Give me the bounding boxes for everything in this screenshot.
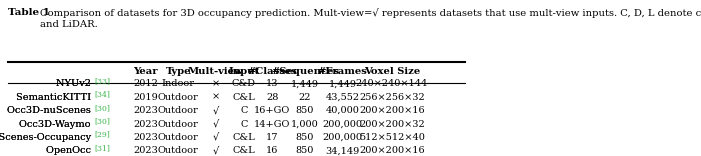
Text: [31]: [31] [95,144,110,152]
Text: Outdoor: Outdoor [158,119,198,129]
Text: SemanticKITTI: SemanticKITTI [15,93,94,102]
Text: 2023: 2023 [133,119,158,129]
Text: 850: 850 [296,133,314,142]
Text: Input: Input [229,67,259,76]
Text: #Classes: #Classes [247,67,297,76]
Text: [29]: [29] [95,131,110,139]
Text: SemanticKITTI: SemanticKITTI [15,93,94,102]
Text: 16: 16 [266,146,278,155]
Text: OpenOcc: OpenOcc [46,146,94,155]
Text: Table 1: Table 1 [8,8,50,17]
Text: C&L: C&L [233,146,255,155]
Text: [34]: [34] [95,90,110,98]
Text: C&L: C&L [233,133,255,142]
Text: 2023: 2023 [133,133,158,142]
Text: √: √ [212,106,219,115]
Text: 512×512×40: 512×512×40 [359,133,425,142]
Text: Outdoor: Outdoor [158,133,198,142]
Text: [30]: [30] [95,117,110,125]
Text: 200×200×32: 200×200×32 [359,119,425,129]
Text: Comparison of datasets for 3D occupancy prediction. Mult-view=√ represents datas: Comparison of datasets for 3D occupancy … [40,8,701,29]
Text: √: √ [212,146,219,155]
Text: 2023: 2023 [133,146,158,155]
Text: #Sequences: #Sequences [271,67,339,76]
Text: 28: 28 [266,93,278,102]
Text: 240×240×144: 240×240×144 [355,79,428,88]
Text: Voxel Size: Voxel Size [364,67,420,76]
Text: 200×200×16: 200×200×16 [359,106,425,115]
Text: 2012: 2012 [133,79,158,88]
Text: 200,000: 200,000 [322,119,362,129]
Text: Occ3D-Waymo: Occ3D-Waymo [19,119,94,129]
Text: #Frames: #Frames [318,67,367,76]
Text: ×: × [212,79,220,88]
Text: 2019: 2019 [133,93,158,102]
Text: 22: 22 [299,93,311,102]
Text: 2023: 2023 [133,106,158,115]
Text: 1,000: 1,000 [291,119,319,129]
Text: C&D: C&D [232,79,256,88]
Text: NYUv2: NYUv2 [55,79,94,88]
Text: C&L: C&L [233,93,255,102]
Text: [33]: [33] [95,77,110,85]
Text: Year: Year [133,67,158,76]
Text: 16+GO: 16+GO [254,106,290,115]
Text: [30]: [30] [95,104,110,112]
Text: C: C [240,119,247,129]
Text: Occ3D-nuScenes: Occ3D-nuScenes [7,106,94,115]
Text: 200,000: 200,000 [322,133,362,142]
Text: ×: × [212,93,220,102]
Text: 1,449: 1,449 [329,79,357,88]
Text: Outdoor: Outdoor [158,146,198,155]
Text: 256×256×32: 256×256×32 [359,93,425,102]
Text: Outdoor: Outdoor [158,106,198,115]
Text: Type: Type [165,67,191,76]
Text: Mult-view: Mult-view [188,67,244,76]
Text: 13: 13 [266,79,278,88]
Text: Occ3D-Waymo: Occ3D-Waymo [19,119,94,129]
Text: 14+GO: 14+GO [254,119,290,129]
Text: Occ3D-nuScenes: Occ3D-nuScenes [7,106,94,115]
Text: OpenOcc: OpenOcc [46,146,94,155]
Text: 40,000: 40,000 [325,106,360,115]
Text: 850: 850 [296,106,314,115]
Text: C: C [240,106,247,115]
Text: 850: 850 [296,146,314,155]
Text: 1,449: 1,449 [291,79,319,88]
Text: √: √ [212,133,219,142]
Text: 200×200×16: 200×200×16 [359,146,425,155]
Text: nuScenes-Occupancy: nuScenes-Occupancy [0,133,94,142]
Text: 43,552: 43,552 [325,93,360,102]
Text: √: √ [212,119,219,129]
Text: Outdoor: Outdoor [158,93,198,102]
Text: 17: 17 [266,133,278,142]
Text: NYUv2: NYUv2 [55,79,94,88]
Text: 34,149: 34,149 [325,146,360,155]
Text: nuScenes-Occupancy: nuScenes-Occupancy [0,133,94,142]
Text: Indoor: Indoor [162,79,195,88]
